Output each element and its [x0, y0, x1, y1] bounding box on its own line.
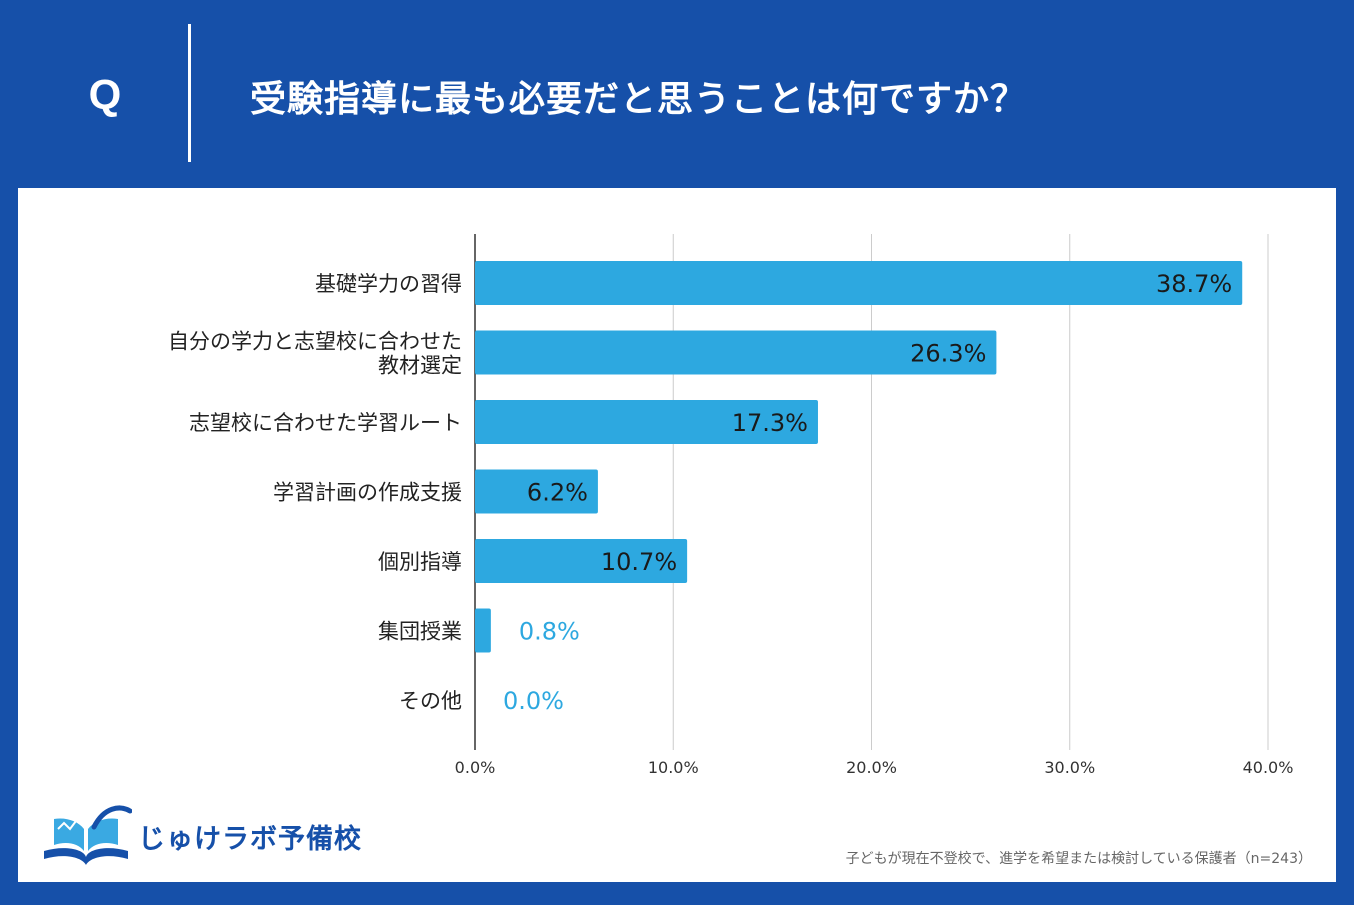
category-label: 基礎学力の習得: [315, 272, 462, 296]
x-tick-label: 10.0%: [648, 758, 699, 777]
question-q-label: Q: [88, 71, 122, 118]
header-divider: [188, 24, 191, 162]
value-label: 38.7%: [1156, 270, 1232, 298]
bar-chart: 0.0% 10.0% 20.0% 30.0% 40.0% 基礎学力の習得 38.7% 自分の学…: [168, 234, 1294, 777]
category-label: その他: [399, 689, 462, 713]
footnote: 子どもが現在不登校で、進学を希望または検討している保護者（n=243）: [845, 851, 1312, 867]
value-label: 10.7%: [601, 548, 677, 576]
logo: じゅけラボ予備校: [40, 805, 362, 866]
bar: [475, 608, 491, 653]
x-tick-label: 40.0%: [1243, 758, 1294, 777]
logo-text: じゅけラボ予備校: [138, 823, 362, 855]
question-title: 受験指導に最も必要だと思うことは何ですか？: [250, 79, 1028, 120]
category-label: 志望校に合わせた学習ルート: [189, 411, 462, 435]
value-label: 6.2%: [527, 479, 588, 507]
bar: [475, 261, 1243, 305]
category-label: 自分の学力と志望校に合わせた: [168, 330, 462, 354]
value-label: 26.3%: [910, 340, 986, 368]
value-label: 0.8%: [519, 618, 580, 646]
chart-panel: 0.0% 10.0% 20.0% 30.0% 40.0% 基礎学力の習得 38.7% 自分の学…: [18, 188, 1336, 882]
category-label: 個別指導: [378, 550, 462, 574]
category-label: 教材選定: [378, 354, 462, 378]
book-logo-icon: [44, 805, 132, 865]
x-tick-label: 0.0%: [455, 758, 496, 777]
bar: [475, 469, 598, 514]
bar: [475, 330, 997, 375]
x-tick-label: 30.0%: [1044, 758, 1095, 777]
value-label: 17.3%: [732, 409, 808, 437]
bar: [475, 539, 688, 583]
x-tick-label: 20.0%: [846, 758, 897, 777]
category-label: 集団授業: [378, 620, 462, 644]
category-label: 学習計画の作成支援: [273, 481, 462, 505]
value-label: 0.0%: [503, 687, 564, 715]
bar: [475, 400, 818, 444]
